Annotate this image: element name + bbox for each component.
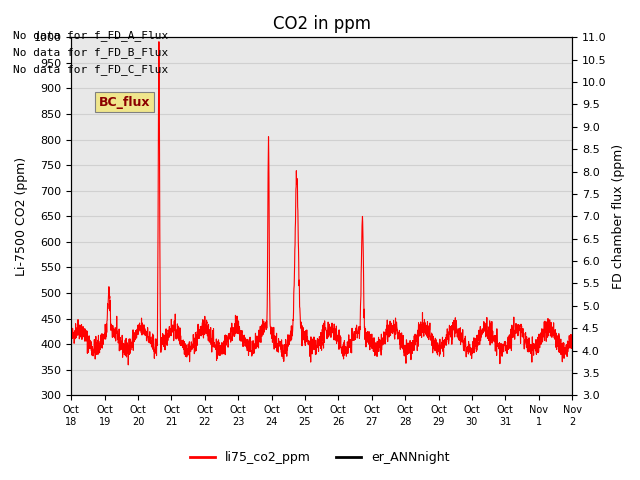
Title: CO2 in ppm: CO2 in ppm: [273, 15, 371, 33]
Y-axis label: Li-7500 CO2 (ppm): Li-7500 CO2 (ppm): [15, 157, 28, 276]
Legend: li75_co2_ppm, er_ANNnight: li75_co2_ppm, er_ANNnight: [186, 446, 454, 469]
Text: No data for f_FD_C_Flux: No data for f_FD_C_Flux: [13, 64, 168, 75]
Text: No data for f_FD_A_Flux: No data for f_FD_A_Flux: [13, 30, 168, 41]
Text: No data for f_FD_B_Flux: No data for f_FD_B_Flux: [13, 47, 168, 58]
Y-axis label: FD chamber flux (ppm): FD chamber flux (ppm): [612, 144, 625, 289]
Text: BC_flux: BC_flux: [99, 96, 150, 108]
